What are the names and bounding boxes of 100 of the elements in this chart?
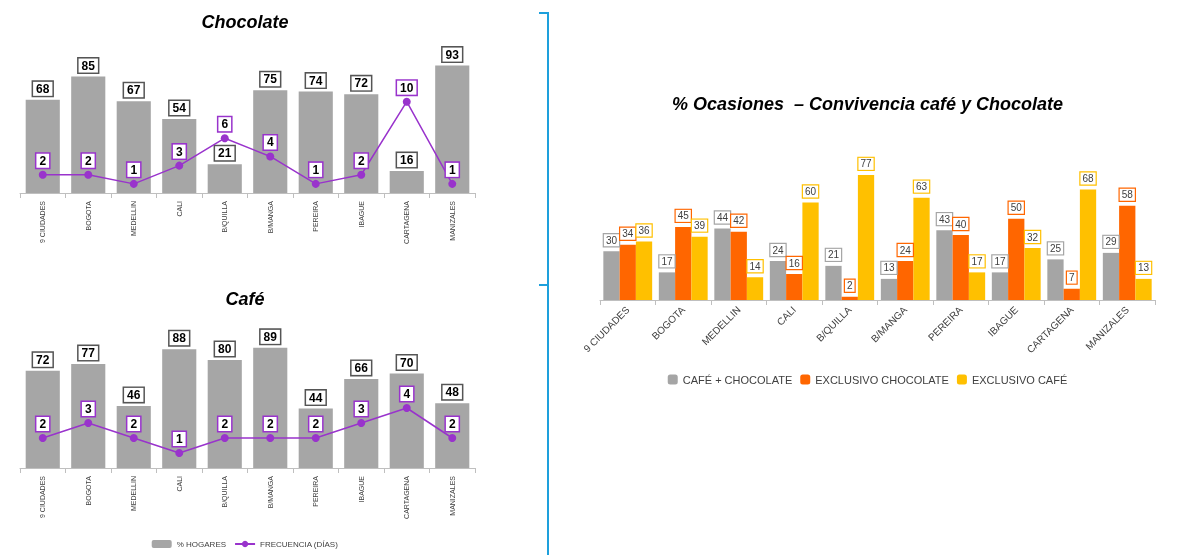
bar [1135,278,1152,300]
data-label: 16 [788,257,801,269]
data-label: 48 [445,385,460,400]
legend-label: EXCLUSIVO CAFÉ [971,373,1068,386]
point [175,449,184,457]
data-label: 13 [1137,262,1150,274]
bar [897,261,914,300]
data-label: 36 [638,225,651,236]
data-label: 88 [172,331,187,346]
data-label: 21 [827,249,840,261]
bar [635,241,653,300]
data-label: 17 [971,255,984,267]
bar [1079,189,1097,300]
data-label: 85 [81,58,96,73]
chart-title: Café [225,289,265,309]
bar [675,226,692,300]
data-label: 6 [221,117,229,132]
data-label: 58 [1121,189,1134,201]
bar [825,265,842,300]
data-label: 44 [309,390,323,405]
bar [857,174,875,300]
data-label: 89 [263,329,278,344]
chart-title: % Ocasiones – Convivencia café y Chocolate [671,94,1064,114]
bar [1119,205,1136,300]
data-label: 42 [733,215,745,227]
point [448,179,457,188]
bar [1047,259,1064,300]
point [175,161,184,170]
bar [1102,252,1120,300]
bar [619,244,636,300]
point [38,170,47,179]
data-label: 1 [175,432,183,446]
data-label: 68 [36,81,50,96]
data-label: 3 [357,402,365,416]
data-label: 39 [693,220,706,232]
bar [968,272,986,300]
data-label: 54 [172,101,187,116]
bar [658,272,676,300]
data-label: 4 [266,135,274,150]
point [402,97,411,106]
data-label: 43 [938,213,951,225]
data-label: 2 [448,417,456,431]
data-label: 70 [400,355,414,370]
point [129,434,138,442]
point [84,170,93,179]
data-label: 21 [218,146,232,161]
data-label: 1 [448,162,456,177]
data-label: 60 [804,186,817,197]
data-label: 14 [749,260,762,272]
bar [746,277,764,300]
data-label: 67 [127,83,141,98]
chart-title: Chocolate [201,12,289,32]
bar [1063,288,1080,300]
data-label: 4 [403,387,411,401]
data-label: 2 [312,417,320,431]
bar [952,235,969,300]
legend-label: CAFÉ + CHOCOLATE [682,373,793,386]
data-label: 13 [883,262,895,274]
data-label: 2 [221,417,229,431]
data-label: 44 [716,212,729,223]
bar [691,236,708,300]
data-label: 7 [1068,272,1075,284]
data-label: 93 [445,47,460,62]
bar [880,278,898,300]
data-label: 2 [130,417,138,431]
data-label: 17 [994,255,1006,267]
data-label: 3 [84,402,92,416]
legend-label: % HOGARES [176,539,227,549]
point [311,434,320,442]
data-label: 74 [309,73,323,88]
bar [841,296,858,300]
point [266,152,275,161]
point [129,179,138,188]
bar [730,231,747,300]
bar [802,202,819,300]
data-label: 46 [127,387,141,402]
data-label: 2 [846,280,853,292]
data-label: 3 [175,144,183,159]
point [311,179,320,188]
data-label: 77 [860,158,873,170]
bar [603,251,620,300]
data-label: 34 [622,228,634,240]
bar [786,274,803,300]
bar [991,272,1009,300]
data-label: 24 [772,244,784,256]
data-label: 17 [661,255,673,267]
data-label: 2 [357,153,365,168]
point [220,134,229,143]
legend-label: EXCLUSIVO CHOCOLATE [815,373,949,386]
data-label: 25 [1049,242,1062,254]
point [266,434,275,442]
data-label: 50 [1010,202,1023,214]
data-label: 2 [39,417,47,431]
data-label: 68 [1082,173,1095,184]
data-label: 1 [312,162,320,177]
data-label: 30 [605,234,618,246]
point [357,419,366,427]
data-label: 1 [130,162,138,177]
bar [714,228,731,300]
data-label: 29 [1105,236,1117,248]
